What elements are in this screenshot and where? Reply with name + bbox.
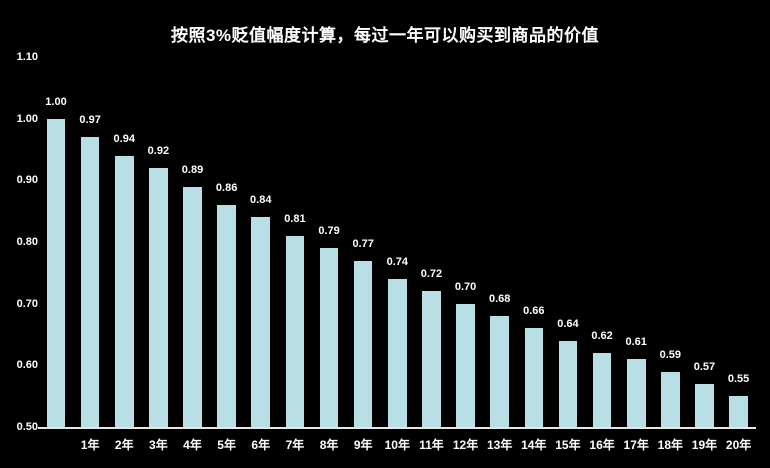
bar-value-label: 0.66 xyxy=(523,305,545,318)
bar-value-label: 0.97 xyxy=(79,114,101,127)
bar-value-label: 0.57 xyxy=(693,360,716,373)
x-axis-category-label: 8年 xyxy=(319,438,339,452)
bar-value-label: 0.79 xyxy=(318,225,340,238)
bar-value-label: 0.74 xyxy=(386,256,408,268)
x-axis-category-label: 14年 xyxy=(521,438,547,452)
x-axis-category-label: 2年 xyxy=(114,438,134,452)
bar xyxy=(319,248,339,427)
y-axis-tick-label: 0.70 xyxy=(16,297,38,310)
bar-value-label: 0.84 xyxy=(250,194,272,207)
bar xyxy=(695,383,714,427)
bar-value-label: 0.59 xyxy=(659,348,682,361)
bar xyxy=(217,205,236,427)
bar xyxy=(661,371,680,427)
x-axis-category-label: 3年 xyxy=(149,438,168,452)
x-axis-category-label: 13年 xyxy=(487,438,513,452)
bar xyxy=(353,260,373,427)
y-axis-tick-label: 1.00 xyxy=(16,112,38,125)
bar-value-label: 0.55 xyxy=(727,373,750,386)
x-axis-category-label: 11年 xyxy=(419,438,444,452)
x-axis-category-label: 1年 xyxy=(80,438,100,452)
x-axis-category-label: 19年 xyxy=(691,438,718,452)
x-axis-category-label: 6年 xyxy=(251,438,271,452)
x-axis-category-label: 12年 xyxy=(452,438,479,452)
bar xyxy=(46,118,66,427)
bar xyxy=(524,328,544,427)
bar xyxy=(251,217,271,427)
chart-title: 按照3%贬值幅度计算，每过一年可以购买到商品的价值 xyxy=(170,26,600,45)
x-axis-category-label: 9年 xyxy=(353,438,373,452)
bar xyxy=(80,137,100,427)
x-axis-category-label: 15年 xyxy=(555,438,581,452)
x-axis-category-label: 20年 xyxy=(725,438,752,452)
x-axis-category-label: 17年 xyxy=(623,438,649,452)
x-axis-category-label: 5年 xyxy=(217,438,236,452)
x-axis-category-label: 7年 xyxy=(285,438,305,452)
bar xyxy=(558,340,578,427)
bar xyxy=(285,235,305,427)
bar xyxy=(626,359,646,427)
bar xyxy=(729,396,748,427)
bar-value-label: 0.64 xyxy=(557,317,579,330)
bar xyxy=(114,155,134,427)
bar-value-label: 0.92 xyxy=(147,145,170,157)
y-axis-tick-label: 0.80 xyxy=(16,236,38,248)
bar xyxy=(490,316,509,427)
bar xyxy=(422,291,441,427)
x-axis-category-label: 18年 xyxy=(657,438,683,452)
y-axis-tick-label: 0.90 xyxy=(16,174,38,187)
bar-value-label: 1.00 xyxy=(45,95,67,108)
y-axis-tick-label: 0.60 xyxy=(16,359,38,372)
bar-value-label: 0.61 xyxy=(625,336,647,349)
bar-value-label: 0.68 xyxy=(488,293,511,305)
bar xyxy=(183,186,202,427)
bar-value-label: 0.62 xyxy=(591,330,613,342)
y-axis-tick-label: 1.10 xyxy=(16,51,38,63)
x-axis-category-label: 16年 xyxy=(589,438,615,452)
x-axis-line xyxy=(38,427,756,429)
bar-value-label: 0.89 xyxy=(181,163,204,176)
x-axis-category-label: 10年 xyxy=(384,438,410,452)
bar-value-label: 0.70 xyxy=(454,280,477,293)
bar xyxy=(456,303,475,427)
bar-value-label: 0.72 xyxy=(420,268,443,281)
x-axis-category-label: 4年 xyxy=(183,438,202,452)
bar-value-label: 0.86 xyxy=(215,182,238,194)
bar xyxy=(592,353,612,427)
y-axis-tick-label: 0.50 xyxy=(16,421,38,433)
bar xyxy=(388,279,407,427)
bar-value-label: 0.94 xyxy=(113,132,135,145)
bar xyxy=(149,168,168,427)
bar-value-label: 0.77 xyxy=(352,237,374,250)
bar-value-label: 0.81 xyxy=(284,212,306,225)
